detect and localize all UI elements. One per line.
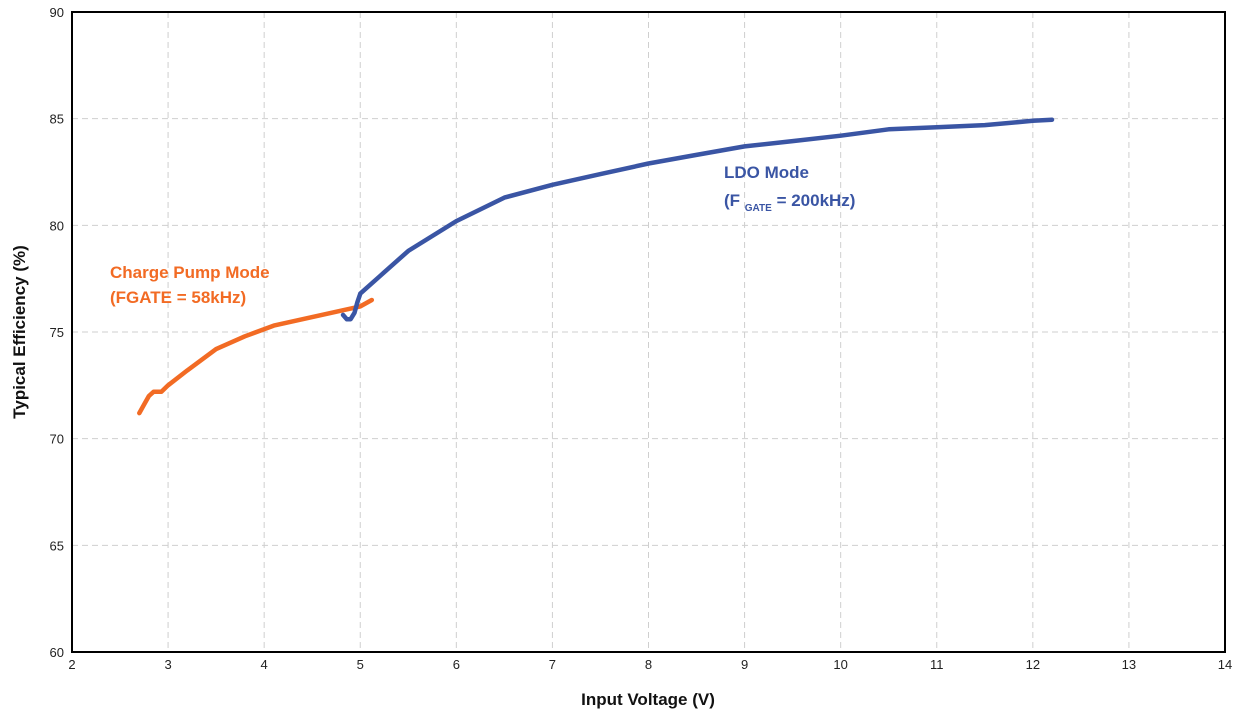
y-tick-label: 85 — [50, 112, 64, 127]
series-line-ldo — [340, 117, 1055, 322]
y-tick-label: 75 — [50, 325, 64, 340]
x-tick-label: 5 — [357, 657, 364, 672]
ldo-label-line2: (F GATE = 200kHz) — [724, 191, 855, 215]
x-tick-label: 14 — [1218, 657, 1232, 672]
ldo-label-subscript: GATE — [745, 203, 772, 214]
y-tick-label: 65 — [50, 538, 64, 553]
x-tick-label: 10 — [833, 657, 847, 672]
x-tick-label: 4 — [261, 657, 268, 672]
x-tick-label: 2 — [68, 657, 75, 672]
x-tick-label: 6 — [453, 657, 460, 672]
y-axis-title: Typical Efficiency (%) — [10, 245, 29, 419]
x-axis-title: Input Voltage (V) — [581, 690, 715, 709]
charge-pump-label-line1: Charge Pump Mode — [110, 263, 270, 282]
y-tick-labels: 60 65 70 75 80 85 90 — [50, 5, 64, 660]
charge-pump-label-line2: (FGATE = 58kHz) — [110, 288, 246, 307]
ldo-label-rest: = 200kHz) — [777, 191, 856, 210]
ldo-label-line1: LDO Mode — [724, 163, 809, 182]
ldo-label-f: (F — [724, 191, 740, 210]
plot-frame — [71, 11, 1226, 653]
x-tick-label: 7 — [549, 657, 556, 672]
y-tick-label: 60 — [50, 645, 64, 660]
x-tick-label: 13 — [1122, 657, 1136, 672]
series-line-charge-pump — [137, 297, 375, 416]
y-tick-label: 90 — [50, 5, 64, 20]
x-tick-label: 12 — [1026, 657, 1040, 672]
y-tick-label: 80 — [50, 218, 64, 233]
x-tick-label: 3 — [164, 657, 171, 672]
grid — [72, 12, 1225, 652]
x-tick-label: 9 — [741, 657, 748, 672]
series-group — [137, 117, 1055, 416]
x-tick-label: 11 — [930, 657, 944, 672]
x-tick-label: 8 — [645, 657, 652, 672]
y-tick-label: 70 — [50, 432, 64, 447]
x-tick-labels: 2 3 4 5 6 7 8 9 10 11 12 13 14 — [68, 657, 1232, 672]
